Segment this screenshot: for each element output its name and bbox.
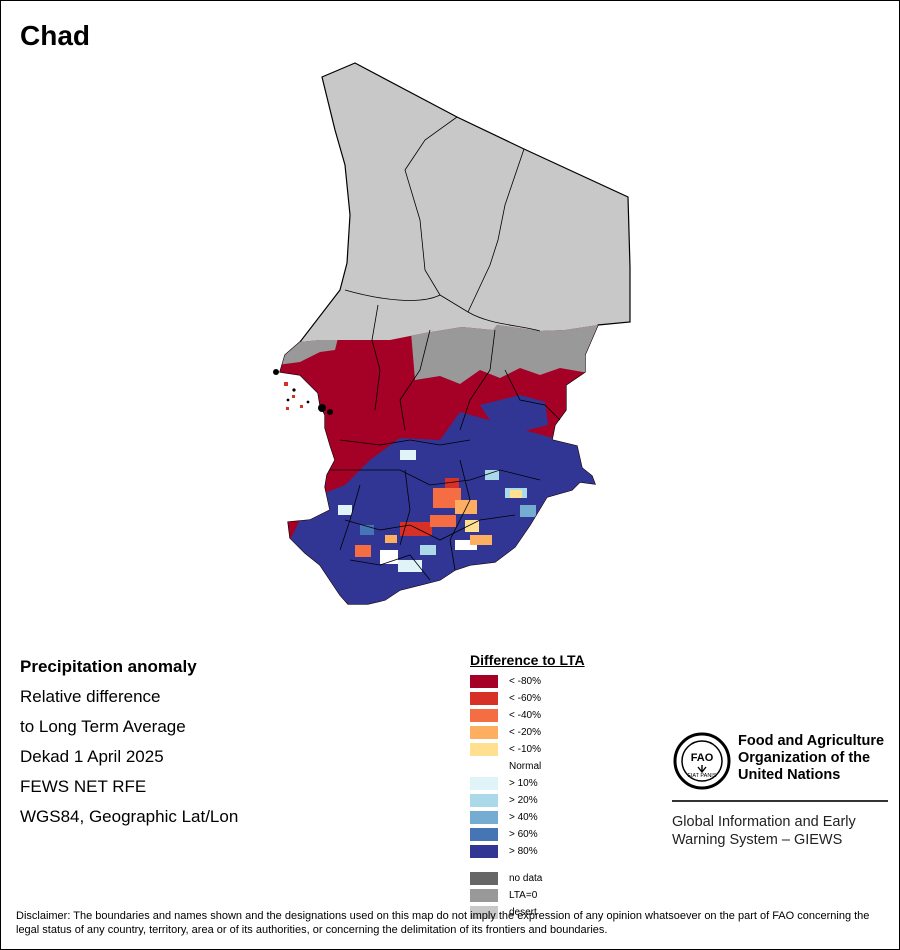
admin-boundaries: [330, 116, 561, 581]
anomaly-field: [280, 325, 598, 604]
legend-swatch: [470, 709, 498, 722]
legend-item: > 40%: [470, 809, 585, 826]
legend-label: Normal: [509, 761, 542, 772]
legend-label: < -20%: [509, 727, 541, 738]
legend-label: < -80%: [509, 676, 541, 687]
legend-label: < -10%: [509, 744, 541, 755]
info-line: Relative difference: [20, 687, 161, 706]
giews-name: Global Information and Early Warning Sys…: [672, 814, 856, 848]
fao-org-name: Food and Agriculture Organization of the…: [738, 733, 885, 783]
legend-swatch: [470, 692, 498, 705]
info-title: Precipitation anomaly: [20, 657, 197, 676]
legend-swatch: [470, 743, 498, 756]
legend-swatch: [470, 872, 498, 885]
legend: Difference to LTA < -80% < -60% < -40% <…: [470, 652, 585, 921]
legend-swatch: [470, 675, 498, 688]
legend-item: Normal: [470, 758, 585, 775]
legend-label: desert: [509, 907, 537, 918]
lake-chad: [273, 369, 333, 415]
legend-swatch: [470, 794, 498, 807]
legend-swatch: [470, 760, 498, 773]
legend-item: < -20%: [470, 724, 585, 741]
disclaimer: Disclaimer: The boundaries and names sho…: [16, 910, 870, 936]
legend-swatch: [470, 889, 498, 902]
info-date: Dekad 1 April 2025: [20, 747, 164, 766]
legend-swatch: [470, 845, 498, 858]
legend-item: no data: [470, 870, 585, 887]
legend-item: < -10%: [470, 741, 585, 758]
legend-item: desert: [470, 904, 585, 921]
legend-item: < -80%: [470, 673, 585, 690]
map-title: Chad: [20, 20, 90, 51]
legend-label: > 60%: [509, 829, 538, 840]
legend-swatch: [470, 777, 498, 790]
lake-chad-shore: [284, 382, 303, 410]
info-source: FEWS NET RFE: [20, 777, 147, 796]
legend-label: no data: [509, 873, 543, 884]
legend-item: > 10%: [470, 775, 585, 792]
legend-item: > 60%: [470, 826, 585, 843]
legend-title: Difference to LTA: [470, 652, 585, 668]
legend-item: LTA=0: [470, 887, 585, 904]
chad-map: [273, 62, 631, 605]
legend-label: < -40%: [509, 710, 541, 721]
legend-item: < -40%: [470, 707, 585, 724]
legend-swatch: [470, 906, 498, 919]
fao-emblem-icon: FAO FIAT PANIS: [673, 732, 731, 790]
legend-swatch: [470, 828, 498, 841]
legend-item: > 80%: [470, 843, 585, 860]
legend-label: < -60%: [509, 693, 541, 704]
legend-label: > 20%: [509, 795, 538, 806]
legend-label: LTA=0: [509, 890, 538, 901]
legend-item: > 20%: [470, 792, 585, 809]
map-info: Precipitation anomaly Relative differenc…: [20, 656, 238, 836]
legend-label: > 10%: [509, 778, 538, 789]
info-projection: WGS84, Geographic Lat/Lon: [20, 807, 239, 826]
legend-label: > 80%: [509, 846, 538, 857]
legend-swatch: [470, 726, 498, 739]
logo-divider: [672, 800, 888, 802]
emblem-motto: FIAT PANIS: [687, 773, 716, 779]
info-line: to Long Term Average: [20, 717, 186, 736]
legend-item: < -60%: [470, 690, 585, 707]
legend-swatch: [470, 811, 498, 824]
legend-label: > 40%: [509, 812, 538, 823]
emblem-text: FAO: [691, 752, 714, 764]
